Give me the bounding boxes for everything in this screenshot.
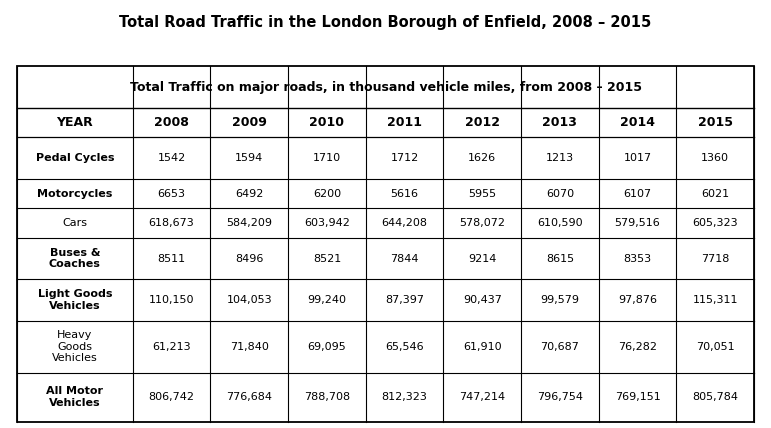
Text: 70,051: 70,051 [696, 342, 735, 352]
Text: 2010: 2010 [309, 116, 345, 129]
Text: 2008: 2008 [154, 116, 189, 129]
Text: 70,687: 70,687 [540, 342, 579, 352]
Text: 579,516: 579,516 [614, 218, 661, 228]
Text: 1712: 1712 [390, 153, 419, 163]
Text: 65,546: 65,546 [386, 342, 424, 352]
Text: 8511: 8511 [157, 253, 186, 264]
Text: 6200: 6200 [313, 188, 341, 199]
Text: 2013: 2013 [543, 116, 577, 129]
Text: 1360: 1360 [701, 153, 729, 163]
Text: 812,323: 812,323 [382, 392, 427, 402]
Text: 9214: 9214 [468, 253, 497, 264]
Text: 769,151: 769,151 [614, 392, 661, 402]
Text: 7718: 7718 [701, 253, 729, 264]
Text: 578,072: 578,072 [460, 218, 505, 228]
Text: 5955: 5955 [468, 188, 497, 199]
Text: 747,214: 747,214 [460, 392, 505, 402]
Text: 806,742: 806,742 [149, 392, 194, 402]
Text: 603,942: 603,942 [304, 218, 350, 228]
Text: 104,053: 104,053 [227, 295, 272, 305]
Text: YEAR: YEAR [56, 116, 93, 129]
Text: 71,840: 71,840 [230, 342, 268, 352]
Text: All Motor
Vehicles: All Motor Vehicles [46, 386, 103, 408]
Text: 61,910: 61,910 [463, 342, 501, 352]
Text: 8615: 8615 [546, 253, 574, 264]
Text: Cars: Cars [62, 218, 87, 228]
Text: 2015: 2015 [698, 116, 732, 129]
Text: 69,095: 69,095 [308, 342, 346, 352]
Text: 99,240: 99,240 [308, 295, 346, 305]
Text: 805,784: 805,784 [692, 392, 738, 402]
Text: 8353: 8353 [624, 253, 651, 264]
Text: 6070: 6070 [546, 188, 574, 199]
Text: 6653: 6653 [157, 188, 186, 199]
Text: 6492: 6492 [235, 188, 264, 199]
Text: 1710: 1710 [313, 153, 341, 163]
Text: 605,323: 605,323 [692, 218, 738, 228]
Text: 76,282: 76,282 [618, 342, 657, 352]
Text: 644,208: 644,208 [382, 218, 428, 228]
Text: 8521: 8521 [313, 253, 341, 264]
Text: 87,397: 87,397 [385, 295, 424, 305]
Text: 796,754: 796,754 [537, 392, 583, 402]
Text: 5616: 5616 [391, 188, 419, 199]
Text: 8496: 8496 [235, 253, 264, 264]
Text: 6021: 6021 [701, 188, 729, 199]
Text: 115,311: 115,311 [692, 295, 738, 305]
Text: 1626: 1626 [468, 153, 497, 163]
Text: 618,673: 618,673 [149, 218, 194, 228]
Text: 776,684: 776,684 [226, 392, 272, 402]
Text: 2014: 2014 [620, 116, 655, 129]
Text: 2012: 2012 [465, 116, 500, 129]
Text: 1213: 1213 [546, 153, 574, 163]
Text: 1594: 1594 [235, 153, 264, 163]
Text: 90,437: 90,437 [463, 295, 502, 305]
Text: Light Goods
Vehicles: Light Goods Vehicles [38, 289, 112, 311]
Text: Heavy
Goods
Vehicles: Heavy Goods Vehicles [52, 330, 98, 363]
Text: Motorcycles: Motorcycles [37, 188, 113, 199]
Text: 1017: 1017 [624, 153, 651, 163]
Text: 584,209: 584,209 [226, 218, 272, 228]
Text: 788,708: 788,708 [304, 392, 350, 402]
Text: 97,876: 97,876 [618, 295, 657, 305]
Text: Total Traffic on major roads, in thousand vehicle miles, from 2008 – 2015: Total Traffic on major roads, in thousan… [130, 80, 641, 94]
Text: Total Road Traffic in the London Borough of Enfield, 2008 – 2015: Total Road Traffic in the London Borough… [120, 15, 651, 30]
Text: 61,213: 61,213 [152, 342, 191, 352]
Text: 110,150: 110,150 [149, 295, 194, 305]
Text: Buses &
Coaches: Buses & Coaches [49, 248, 101, 269]
Text: 2011: 2011 [387, 116, 422, 129]
Text: 1542: 1542 [157, 153, 186, 163]
Text: 7844: 7844 [390, 253, 419, 264]
Text: 2009: 2009 [232, 116, 267, 129]
Text: 610,590: 610,590 [537, 218, 583, 228]
Text: Pedal Cycles: Pedal Cycles [35, 153, 114, 163]
Text: 6107: 6107 [624, 188, 651, 199]
Text: 99,579: 99,579 [540, 295, 579, 305]
